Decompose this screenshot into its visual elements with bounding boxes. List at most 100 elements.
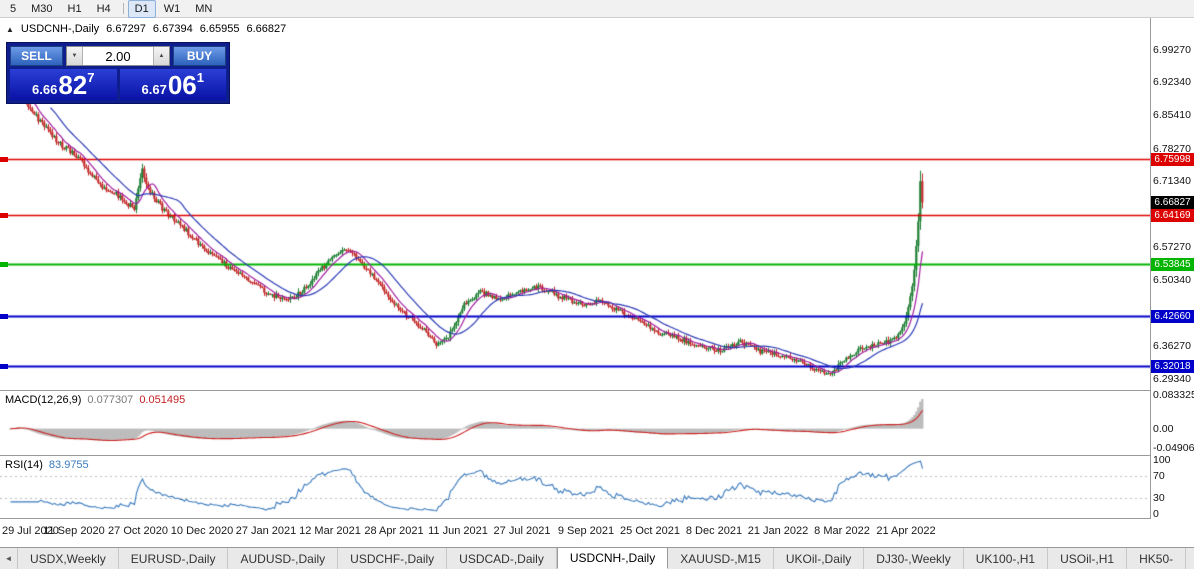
- chart-tab-uk100-h1[interactable]: UK100-,H1: [964, 548, 1049, 569]
- price-axis-tick: 6.78270: [1153, 142, 1191, 155]
- price-axis-tick: 6.92340: [1153, 76, 1191, 89]
- date-axis-label: 27 Jul 2021: [493, 525, 551, 537]
- price-axis-tick: 6.29340: [1153, 372, 1191, 385]
- buy-price-big: 06: [167, 69, 197, 100]
- macd-axis-tick: -0.049068: [1153, 442, 1194, 455]
- chart-tab-usdcnh-daily[interactable]: USDCNH-,Daily: [556, 548, 669, 569]
- hline-marker-icon: [0, 314, 8, 320]
- ohlc-low: 6.65955: [199, 23, 240, 35]
- hline-marker-icon: [0, 364, 8, 370]
- pane-separator[interactable]: [0, 390, 1194, 391]
- hline-marker-icon: [0, 212, 8, 218]
- period-button-w1[interactable]: W1: [163, 2, 181, 15]
- tab-scroll-left-button[interactable]: ◄: [0, 548, 18, 569]
- period-buttons-group: 5 M30 H1 H4 D1 W1 MN: [3, 0, 220, 18]
- period-button-h1[interactable]: H1: [67, 2, 82, 15]
- macd-name: MACD(12,26,9): [5, 394, 82, 406]
- chart-tabs: USDX,Weekly EURUSD-,Daily AUDUSD-,Daily USD…: [18, 548, 1194, 569]
- chart-marker-icon: ▲: [6, 24, 14, 34]
- macd-axis-tick: 0.083325: [1153, 389, 1194, 402]
- volume-increase-button[interactable]: ▲: [153, 47, 169, 65]
- rsi-axis-tick: 0: [1153, 508, 1159, 520]
- date-axis-label: 10 Dec 2020: [170, 525, 234, 537]
- price-axis-tick: 6.99270: [1153, 43, 1191, 56]
- sell-price-big: 82: [58, 69, 88, 100]
- date-axis-label: 21 Jan 2022: [747, 525, 809, 537]
- date-axis-label: 9 Sep 2021: [557, 525, 615, 537]
- macd-axis-tick: 0.00: [1153, 422, 1174, 435]
- chart-tab-usdcad-daily[interactable]: USDCAD-,Daily: [447, 548, 557, 569]
- ohlc-close: 6.66827: [246, 23, 287, 35]
- buy-price-sup: 1: [196, 70, 204, 85]
- rsi-axis-tick: 70: [1153, 470, 1165, 483]
- rsi-axis-tick: 100: [1153, 454, 1171, 466]
- price-axis-column[interactable]: 6.99270 6.92340 6.85410 6.78270 6.71340 6.572…: [1150, 18, 1194, 520]
- buy-button[interactable]: BUY: [173, 46, 226, 66]
- sell-price-display[interactable]: 6.66 82 7: [10, 69, 117, 100]
- date-axis[interactable]: 29 Jul 2020 11 Sep 2020 27 Oct 2020 10 Dec …: [0, 519, 1150, 547]
- hline-price-label: 6.32018: [1151, 360, 1194, 374]
- buy-price-prefix: 6.67: [141, 82, 167, 97]
- chart-tab-ukoil-daily[interactable]: UKOil-,Daily: [774, 548, 865, 569]
- ohlc-open: 6.67297: [106, 23, 146, 35]
- timeframe-toolbar: 5 M30 H1 H4 D1 W1 MN: [0, 0, 1194, 18]
- period-button-m30[interactable]: M30: [31, 2, 53, 15]
- hline-marker-icon: [0, 261, 8, 267]
- chart-tab-usoil-h1[interactable]: USOil-,H1: [1048, 548, 1128, 569]
- chart-region: 6.99270 6.92340 6.85410 6.78270 6.71340 6.572…: [0, 18, 1194, 547]
- hline-price-label: 6.64169: [1151, 208, 1194, 222]
- volume-decrease-button[interactable]: ▼: [67, 47, 83, 65]
- date-axis-label: 11 Jun 2021: [428, 525, 488, 537]
- chart-tab-xauusd-m15[interactable]: XAUUSD-,M15: [668, 548, 774, 569]
- sell-price-prefix: 6.66: [32, 82, 58, 97]
- period-button-5[interactable]: 5: [10, 2, 17, 15]
- buy-price-display[interactable]: 6.67 06 1: [119, 69, 226, 100]
- date-axis-label: 12 Mar 2021: [299, 525, 361, 537]
- period-button-mn[interactable]: MN: [195, 2, 213, 15]
- chart-tab-usdx-weekly[interactable]: USDX,Weekly: [18, 548, 119, 569]
- macd-main-value: 0.077307: [87, 394, 134, 406]
- date-axis-label: 27 Jan 2021: [235, 525, 297, 537]
- price-axis-tick: 6.50340: [1153, 274, 1191, 287]
- volume-input[interactable]: 2.00: [105, 48, 131, 64]
- chart-tab-audusd-daily[interactable]: AUDUSD-,Daily: [228, 548, 339, 569]
- chart-tab-dj30-weekly[interactable]: DJ30-,Weekly: [864, 548, 964, 569]
- date-axis-label: 25 Oct 2021: [620, 525, 680, 537]
- pane-separator[interactable]: [0, 518, 1194, 519]
- sell-button[interactable]: SELL: [10, 46, 63, 66]
- chart-tab-hk50[interactable]: HK50-: [1127, 548, 1187, 569]
- period-button-d1[interactable]: D1: [127, 0, 156, 18]
- date-axis-label: 29 Jul 2020: [2, 525, 59, 537]
- macd-indicator-canvas[interactable]: [0, 391, 1150, 455]
- hline-price-label: 6.53845: [1151, 257, 1194, 271]
- period-button-h4[interactable]: H4: [96, 2, 111, 15]
- toolbar-separator: [122, 3, 124, 14]
- ohlc-header: ▲ USDCNH-,Daily 6.67297 6.67394 6.65955 …: [6, 23, 286, 35]
- chart-symbol-label: USDCNH-,Daily: [20, 23, 100, 35]
- one-click-trade-panel: SELL ▼ 2.00 ▲ BUY 6.66 82 7 6.67 06 1: [6, 42, 230, 104]
- hline-price-label: 6.42660: [1151, 310, 1194, 324]
- date-axis-label: 28 Apr 2021: [364, 525, 424, 537]
- price-axis-tick: 6.71340: [1153, 175, 1191, 188]
- rsi-axis-tick: 30: [1153, 491, 1165, 504]
- pane-separator[interactable]: [0, 455, 1194, 456]
- date-axis-label: 8 Mar 2022: [814, 525, 870, 537]
- chart-tab-eurusd-daily[interactable]: EURUSD-,Daily: [119, 548, 229, 569]
- chart-tabbar: ◄ USDX,Weekly EURUSD-,Daily AUDUSD-,Daily U…: [0, 547, 1194, 569]
- date-axis-label: 11 Sep 2020: [43, 525, 105, 537]
- ohlc-high: 6.67394: [152, 23, 193, 35]
- date-axis-label: 8 Dec 2021: [685, 525, 743, 537]
- date-axis-label: 27 Oct 2020: [108, 525, 168, 537]
- volume-spinner: ▼ 2.00 ▲: [66, 46, 170, 66]
- macd-label: MACD(12,26,9) 0.077307 0.051495: [5, 394, 185, 406]
- hline-price-label: 6.75998: [1151, 153, 1194, 167]
- rsi-value: 83.9755: [48, 459, 89, 471]
- date-axis-label: 21 Apr 2022: [876, 525, 936, 537]
- hline-marker-icon: [0, 157, 8, 163]
- chart-tab-usdchf-daily[interactable]: USDCHF-,Daily: [338, 548, 448, 569]
- rsi-label: RSI(14) 83.9755: [5, 459, 89, 471]
- rsi-indicator-canvas[interactable]: [0, 456, 1150, 518]
- macd-signal-value: 0.051495: [139, 394, 186, 406]
- price-axis-tick: 6.85410: [1153, 108, 1191, 121]
